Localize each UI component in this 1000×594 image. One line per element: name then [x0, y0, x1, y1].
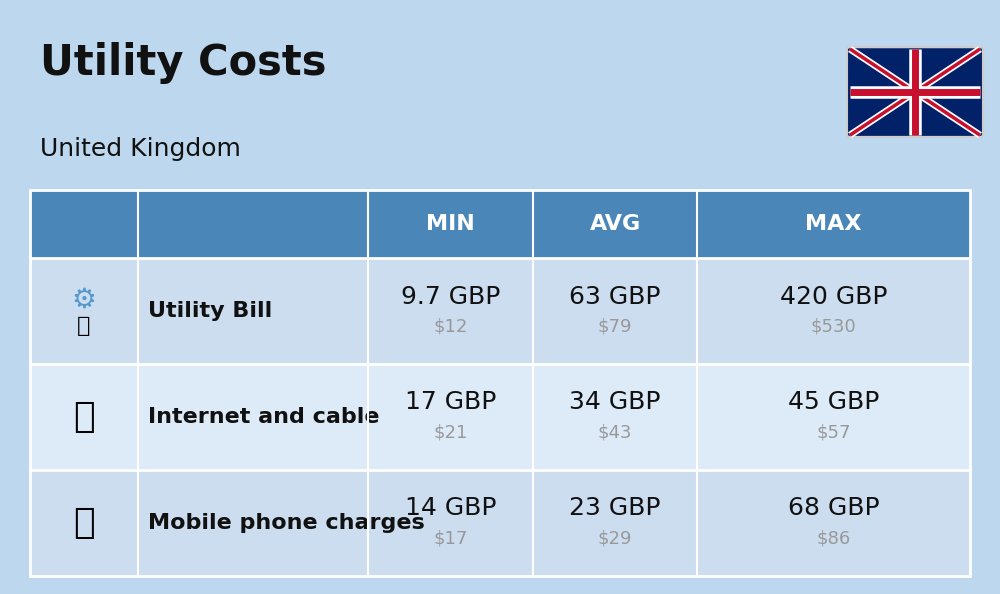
Bar — [368, 470, 533, 576]
Text: 68 GBP: 68 GBP — [788, 497, 880, 520]
Bar — [30, 470, 138, 576]
Bar — [533, 470, 697, 576]
Text: $17: $17 — [433, 529, 468, 547]
Text: $29: $29 — [598, 529, 632, 547]
Text: 17 GBP: 17 GBP — [405, 390, 496, 415]
Text: MAX: MAX — [805, 214, 862, 234]
Text: 📱: 📱 — [73, 506, 95, 540]
Bar — [697, 470, 970, 576]
Text: 23 GBP: 23 GBP — [569, 497, 661, 520]
Text: $21: $21 — [433, 423, 468, 441]
Bar — [697, 258, 970, 364]
Bar — [697, 364, 970, 470]
Text: $57: $57 — [816, 423, 851, 441]
Text: 63 GBP: 63 GBP — [569, 285, 661, 308]
Bar — [30, 364, 138, 470]
Text: $530: $530 — [811, 317, 857, 335]
Bar — [368, 364, 533, 470]
Text: Internet and cable: Internet and cable — [148, 407, 380, 427]
Bar — [368, 258, 533, 364]
Text: 420 GBP: 420 GBP — [780, 285, 887, 308]
Text: Utility Bill: Utility Bill — [148, 301, 272, 321]
FancyBboxPatch shape — [847, 48, 983, 137]
Bar — [138, 258, 368, 364]
Text: ⚙: ⚙ — [72, 286, 96, 314]
Text: 9.7 GBP: 9.7 GBP — [401, 285, 500, 308]
Bar — [30, 190, 970, 258]
Text: AVG: AVG — [590, 214, 641, 234]
Text: $86: $86 — [817, 529, 851, 547]
Text: MIN: MIN — [426, 214, 475, 234]
Text: $43: $43 — [598, 423, 632, 441]
Text: Mobile phone charges: Mobile phone charges — [148, 513, 425, 533]
Bar — [30, 190, 970, 576]
Text: 45 GBP: 45 GBP — [788, 390, 879, 415]
Text: $79: $79 — [598, 317, 632, 335]
Text: 34 GBP: 34 GBP — [569, 390, 661, 415]
Bar — [138, 470, 368, 576]
Text: $12: $12 — [433, 317, 468, 335]
Bar — [533, 364, 697, 470]
Text: 📡: 📡 — [73, 400, 95, 434]
Text: 14 GBP: 14 GBP — [405, 497, 496, 520]
Bar — [138, 364, 368, 470]
Bar — [30, 258, 138, 364]
Bar — [533, 258, 697, 364]
Text: 🔌: 🔌 — [77, 316, 91, 336]
Text: United Kingdom: United Kingdom — [40, 137, 241, 160]
Text: Utility Costs: Utility Costs — [40, 42, 326, 84]
